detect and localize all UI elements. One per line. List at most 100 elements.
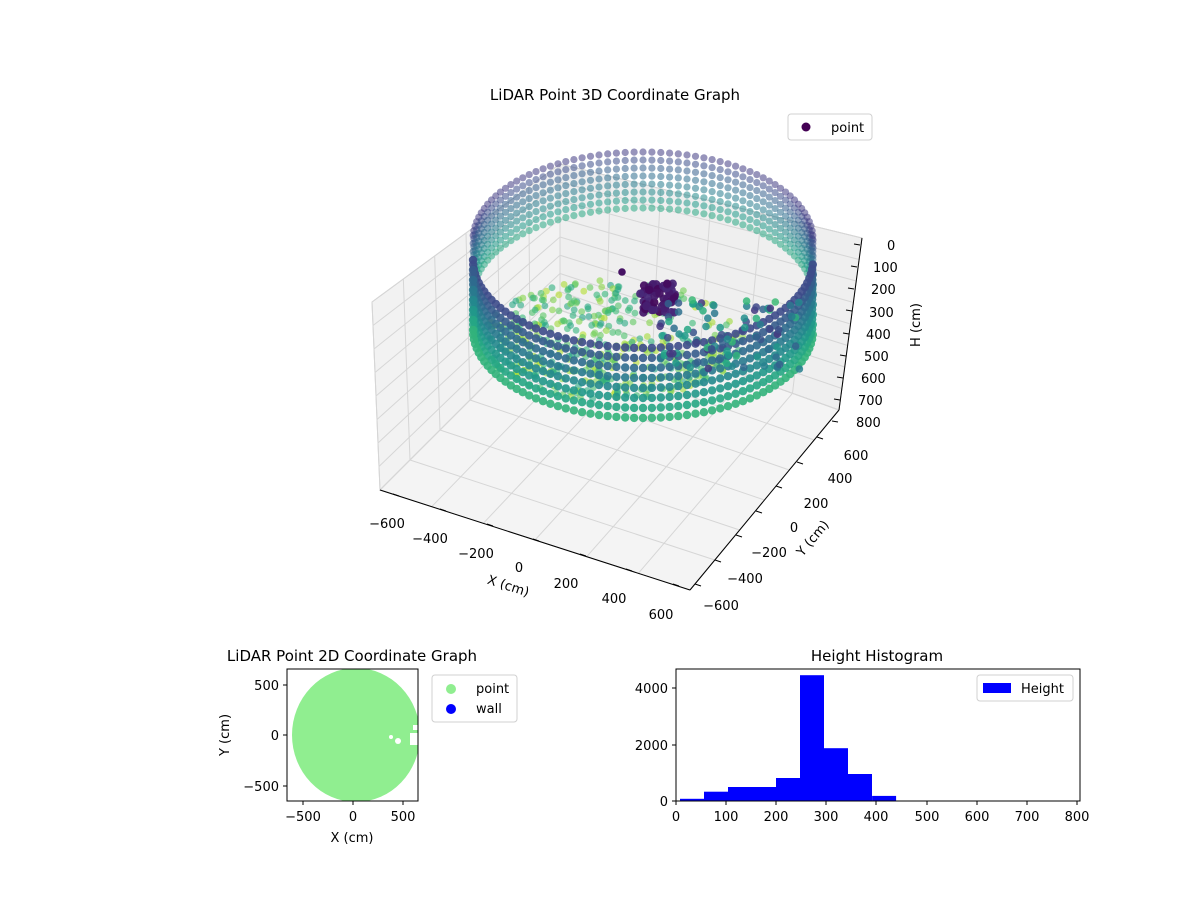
data-point-3d	[562, 404, 570, 412]
data-point-3d	[630, 364, 638, 372]
data-point-3d	[639, 148, 646, 155]
data-point-3d	[686, 364, 694, 372]
data-point-3d	[579, 162, 586, 169]
data-point-3d	[639, 164, 646, 171]
data-point-3d	[571, 306, 578, 313]
data-point-3d	[648, 306, 656, 314]
data-point-3d	[570, 312, 577, 319]
data-point-3d	[622, 197, 629, 204]
data-point-3d	[657, 413, 665, 421]
x-tick-label: 100	[714, 810, 739, 825]
data-point-3d	[724, 176, 731, 183]
data-point-3d	[723, 360, 731, 368]
data-point-3d	[546, 330, 554, 338]
data-point-3d	[519, 182, 526, 189]
data-point-3d	[546, 370, 554, 378]
data-point-3d	[613, 290, 620, 297]
x-ticks-2d: −500 0 500	[285, 801, 415, 825]
data-point-3d	[648, 374, 656, 382]
data-point-3d	[539, 297, 546, 304]
data-point-3d	[708, 386, 716, 394]
data-point-3d	[648, 181, 655, 188]
data-point-3d	[595, 411, 603, 419]
data-point-3d	[689, 320, 696, 327]
data-point-3d	[604, 190, 611, 197]
z-tick-label: 200	[871, 283, 896, 298]
data-point-3d	[547, 171, 554, 178]
data-point-3d	[753, 227, 760, 234]
histogram-title: Height Histogram	[811, 647, 943, 665]
data-point-3d	[547, 163, 554, 170]
histogram-bar	[728, 787, 752, 801]
data-point-3d	[570, 356, 578, 364]
data-point-3d	[554, 321, 561, 328]
data-point-3d	[646, 319, 653, 326]
data-point-3d	[622, 173, 629, 180]
data-point-3d	[562, 206, 569, 213]
x-tick-label: 400	[602, 592, 627, 607]
data-point-3d	[766, 325, 774, 333]
histogram-bar	[752, 787, 776, 801]
data-point-3d	[526, 171, 533, 178]
y-ticks-2d: 500 0 −500	[243, 679, 287, 795]
data-point-3d	[532, 168, 539, 175]
x-tick-label: 0	[515, 561, 523, 576]
data-point-3d	[683, 191, 690, 198]
x-tick-label: 300	[814, 810, 839, 825]
data-point-3d	[694, 358, 702, 366]
data-point-3d	[700, 186, 707, 193]
data-point-3d	[595, 381, 603, 389]
data-point-3d	[657, 173, 664, 180]
data-point-3d	[546, 360, 554, 368]
legend-swatch	[983, 683, 1011, 693]
data-point-3d	[613, 150, 620, 157]
data-point-3d	[587, 209, 594, 216]
data-point-3d	[618, 268, 626, 276]
data-point-3d	[753, 333, 761, 341]
data-point-3d	[595, 199, 602, 206]
data-point-3d	[639, 204, 646, 211]
data-point-3d	[513, 234, 520, 241]
data-point-3d	[691, 400, 699, 408]
data-point-3d	[787, 302, 795, 310]
data-point-3d	[586, 360, 594, 368]
data-point-3d	[692, 161, 699, 168]
data-point-3d	[554, 332, 562, 340]
data-point-3d	[761, 362, 769, 370]
data-point-3d	[792, 342, 800, 350]
data-point-3d	[740, 364, 748, 372]
data-point-3d	[708, 345, 716, 353]
data-point-3d	[631, 181, 638, 188]
data-point-3d	[674, 382, 682, 390]
data-point-3d	[648, 354, 656, 362]
x-tick-label: 500	[915, 810, 940, 825]
data-point-3d	[692, 153, 699, 160]
data-point-3d	[579, 210, 586, 217]
data-point-3d	[604, 150, 611, 157]
data-point-3d	[716, 324, 724, 332]
data-point-3d	[665, 403, 673, 411]
data-point-3d	[622, 157, 629, 164]
data-point-3d	[639, 188, 646, 195]
x-tick-label: 600	[965, 810, 990, 825]
data-point-3d	[639, 172, 646, 179]
data-point-3d	[709, 204, 716, 211]
data-point-3d	[532, 184, 539, 191]
x-tick-label: 700	[1015, 810, 1040, 825]
data-point-3d	[602, 291, 609, 298]
data-point-3d	[656, 323, 664, 331]
data-point-3d	[587, 161, 594, 168]
data-point-3d	[731, 370, 739, 378]
data-point-3d	[540, 312, 547, 319]
data-point-3d	[732, 163, 739, 170]
data-point-3d	[709, 196, 716, 203]
data-point-3d	[570, 366, 578, 374]
data-point-3d	[699, 307, 707, 315]
data-point-3d	[604, 198, 611, 205]
data-point-3d	[648, 189, 655, 196]
data-point-3d	[675, 166, 682, 173]
data-point-3d	[531, 295, 538, 302]
data-point-3d	[709, 164, 716, 171]
data-point-3d	[580, 288, 587, 295]
data-point-3d	[622, 205, 629, 212]
